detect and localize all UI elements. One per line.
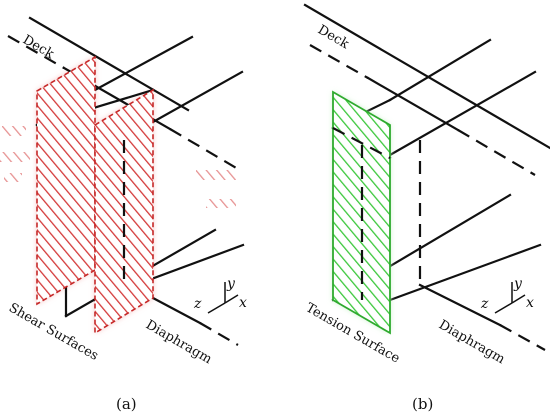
- deck-hidden-edge-b: [309, 44, 369, 79]
- panel-a: Deck Shear Surfaces Diaphragm y x z (a): [0, 16, 247, 413]
- bottom-hidden-b: [499, 324, 546, 351]
- axis-x-label-b: x: [526, 295, 534, 311]
- shear-surfaces-label: Shear Surfaces: [6, 300, 101, 363]
- axis-z-label: z: [193, 296, 202, 312]
- deck-hidden-edge: [7, 35, 65, 69]
- axis-y-label: y: [226, 276, 236, 292]
- bottom-flange-front-b: [388, 243, 542, 302]
- diaphragm-top-back-b: [388, 38, 492, 102]
- diaphragm-label-b: Diaphragm: [436, 317, 507, 367]
- diaphragm-top-front-b: [388, 70, 537, 157]
- deck-back-edge: [28, 16, 190, 112]
- axis-x-label: x: [239, 295, 247, 311]
- diaphragm-top-front: [151, 70, 244, 124]
- caption-b: (b): [412, 395, 433, 413]
- deck-label-b: Deck: [315, 22, 351, 52]
- deck-hidden-front-b: [457, 129, 536, 176]
- deck-hidden-front: [169, 128, 239, 170]
- axis-z-label-b: z: [480, 296, 489, 312]
- tension-hidden-edge: [332, 127, 391, 159]
- axis-y-label-b: y: [513, 276, 523, 292]
- diaphragm-top-back: [93, 35, 194, 92]
- axis-triad-a: y x z: [193, 276, 247, 314]
- axis-triad-b: y x z: [480, 276, 534, 314]
- deck-label-a: Deck: [20, 32, 56, 62]
- panel-b: Deck Tension Surface Diaphragm y x z (b): [303, 3, 550, 413]
- bottom-flange-edge: [151, 296, 202, 325]
- shear-surface-left: [36, 55, 96, 306]
- deck-front-edge-b: [366, 76, 460, 132]
- bottom-hidden: [199, 322, 239, 346]
- bottom-flange-edge-b: [418, 283, 502, 327]
- caption-a: (a): [116, 395, 137, 413]
- hatch-fragments: [0, 126, 236, 208]
